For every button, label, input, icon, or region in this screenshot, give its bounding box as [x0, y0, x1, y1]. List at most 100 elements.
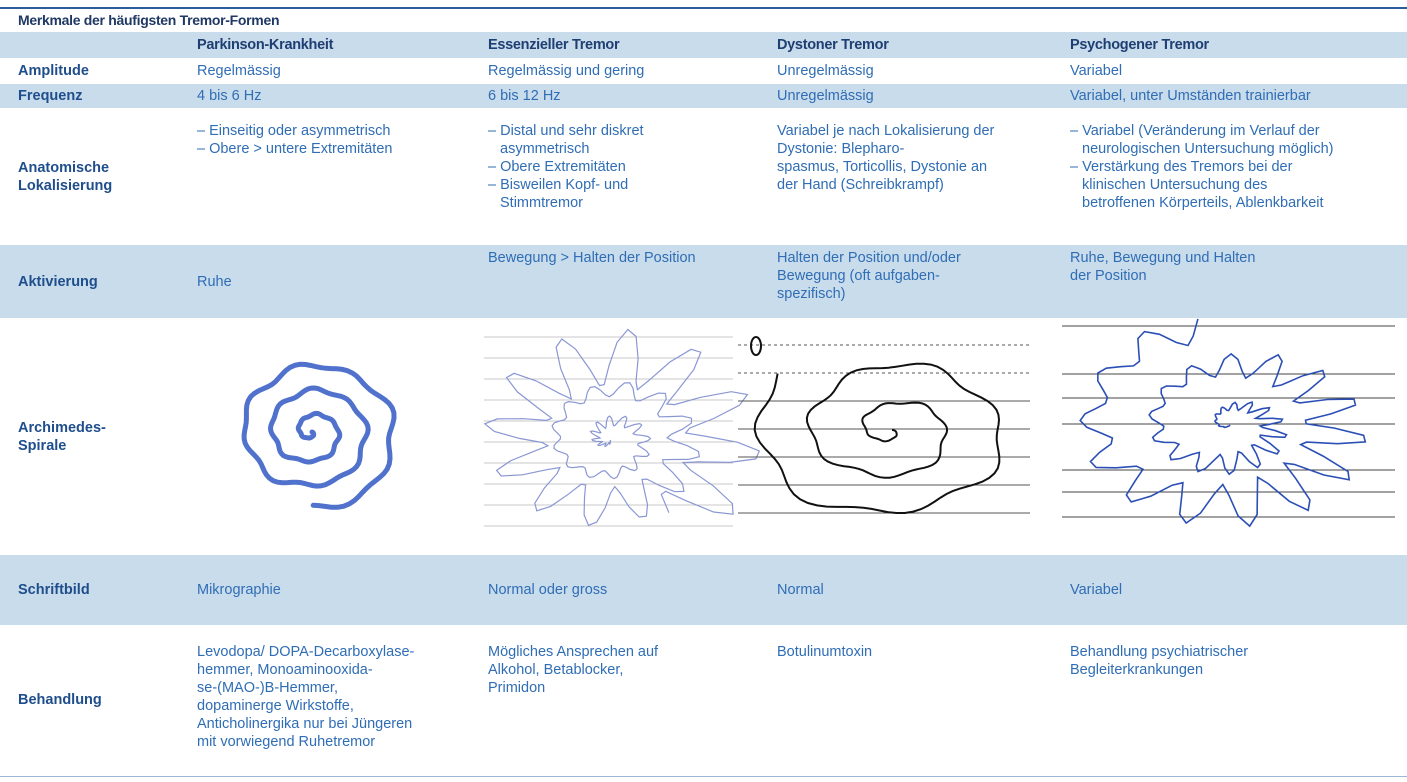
text-line: dopaminerge Wirkstoffe,: [197, 698, 354, 714]
text-line: – Obere > untere Extremitäten: [197, 141, 393, 157]
cell-text: Bewegung > Halten der Position: [488, 249, 696, 267]
text-line: Stimmtremor: [500, 195, 583, 211]
text-line: – Variabel (Veränderung im Verlauf der: [1070, 123, 1320, 139]
text-line: mit vorwiegend Ruhetremor: [197, 734, 376, 750]
cell-text: 4 bis 6 Hz: [197, 87, 261, 105]
text-line: Anticholinergika nur bei Jüngeren: [197, 716, 413, 732]
text-line: Archimedes-: [18, 419, 106, 436]
text-line: – Verstärkung des Tremors bei der: [1070, 159, 1293, 175]
cell-text: Mikrographie: [197, 581, 281, 599]
cell-text: Unregelmässig: [777, 87, 874, 105]
cell-text: Mögliches Ansprechen auf Alkohol, Betablo…: [488, 643, 658, 697]
text-line: – Einseitig oder asymmetrisch: [197, 123, 391, 139]
column-header: Dystoner Tremor: [777, 37, 889, 53]
row-label: Amplitude: [18, 62, 89, 80]
essential-spiral: [483, 328, 761, 527]
text-line: Botulinumtoxin: [777, 644, 873, 660]
cell-text: – Distal und sehr diskret asymmetrisch – O…: [488, 122, 644, 212]
cell-text: Unregelmässig: [777, 62, 874, 80]
text-line: Variabel je nach Lokalisierung der: [777, 123, 995, 139]
row-label: Aktivierung: [18, 273, 98, 291]
text-line: Bewegung (oft aufgaben-: [777, 268, 940, 284]
table-title: Merkmale der häufigsten Tremor-Formen: [18, 12, 280, 28]
text-line: Lokalisierung: [18, 177, 113, 194]
text-line: Bewegung > Halten der Position: [488, 250, 696, 266]
text-line: Regelmässig: [197, 63, 281, 79]
column-header: Psychogener Tremor: [1070, 37, 1209, 53]
row-band: [0, 84, 1407, 108]
text-line: Regelmässig und gering: [488, 63, 645, 79]
text-line: Alkohol, Betablocker,: [488, 662, 624, 678]
header-band: [0, 32, 1407, 58]
text-line: hemmer, Monoaminooxida-: [197, 662, 373, 678]
cell-text: Regelmässig und gering: [488, 62, 644, 80]
row-label: Archimedes- Spirale: [18, 419, 106, 455]
text-line: – Distal und sehr diskret: [488, 123, 644, 139]
text-line: Variabel, unter Umständen trainierbar: [1070, 88, 1311, 104]
text-line: Anatomische: [18, 159, 110, 176]
text-line: Frequenz: [18, 88, 83, 104]
text-line: Ruhe, Bewegung und Halten: [1070, 250, 1256, 266]
cell-text: Normal oder gross: [488, 581, 607, 599]
cell-text: Variabel: [1070, 581, 1122, 599]
cell-text: – Einseitig oder asymmetrisch – Obere > u…: [197, 122, 392, 158]
cell-text: Botulinumtoxin: [777, 643, 872, 661]
text-line: Mikrographie: [197, 582, 281, 598]
text-line: Spirale: [18, 437, 67, 454]
cell-text: Normal: [777, 581, 824, 599]
text-line: Normal: [777, 582, 824, 598]
text-line: spasmus, Torticollis, Dystonie an: [777, 159, 988, 175]
dystonic-spiral: [753, 362, 1001, 514]
text-line: Mögliches Ansprechen auf: [488, 644, 659, 660]
text-line: – Obere Extremitäten: [488, 159, 626, 175]
row-label: Behandlung: [18, 691, 102, 709]
row-band: [0, 555, 1407, 625]
top-rule: [0, 7, 1407, 9]
cell-text: Variabel: [1070, 62, 1122, 80]
text-line: Amplitude: [18, 63, 89, 79]
psychogenic-spiral: [1079, 318, 1367, 528]
text-line: 6 bis 12 Hz: [488, 88, 561, 104]
parkinson-spiral: [241, 361, 397, 510]
text-line: Primidon: [488, 680, 546, 696]
row-label: Frequenz: [18, 87, 82, 105]
cell-text: Variabel, unter Umständen trainierbar: [1070, 87, 1311, 105]
row-label: Schriftbild: [18, 581, 90, 599]
text-line: Variabel: [1070, 582, 1123, 598]
text-line: se-(MAO-)B-Hemmer,: [197, 680, 338, 696]
text-line: der Position: [1070, 268, 1147, 284]
cell-text: Variabel je nach Lokalisierung der Dyston…: [777, 122, 994, 194]
cell-text: Halten der Position und/oder Bewegung (of…: [777, 249, 961, 303]
text-line: Behandlung psychiatrischer: [1070, 644, 1249, 660]
text-line: asymmetrisch: [500, 141, 590, 157]
text-line: spezifisch): [777, 286, 846, 302]
text-line: – Bisweilen Kopf- und: [488, 177, 629, 193]
cell-text: Ruhe, Bewegung und Halten der Position: [1070, 249, 1255, 285]
text-line: Halten der Position und/oder: [777, 250, 961, 266]
cell-text: 6 bis 12 Hz: [488, 87, 561, 105]
text-line: Variabel: [1070, 63, 1123, 79]
text-line: Unregelmässig: [777, 88, 874, 104]
bottom-rule: [0, 776, 1407, 777]
cell-text: Regelmässig: [197, 62, 281, 80]
text-line: klinischen Untersuchung des: [1082, 177, 1268, 193]
cell-text: Behandlung psychiatrischer Begleiterkrank…: [1070, 643, 1248, 679]
row-band: [0, 245, 1407, 318]
column-header: Parkinson-Krankheit: [197, 37, 334, 53]
text-line: Dystonie: Blepharo-: [777, 141, 905, 157]
text-line: Ruhe: [197, 273, 232, 290]
cell-text: – Variabel (Veränderung im Verlauf der ne…: [1070, 122, 1333, 212]
cell-text: Ruhe: [197, 273, 232, 291]
text-line: betroffenen Körperteils, Ablenkbarkeit: [1082, 195, 1324, 211]
text-line: Schriftbild: [18, 582, 90, 598]
row-label: Anatomische Lokalisierung: [18, 159, 112, 195]
text-line: Normal oder gross: [488, 582, 608, 598]
text-line: 4 bis 6 Hz: [197, 88, 262, 104]
text-line: Begleiterkrankungen: [1070, 662, 1204, 678]
text-line: Aktivierung: [18, 273, 98, 290]
text-line: Levodopa/ DOPA-Decarboxylase-: [197, 644, 415, 660]
text-line: Behandlung: [18, 692, 102, 708]
column-header: Essenzieller Tremor: [488, 37, 620, 53]
